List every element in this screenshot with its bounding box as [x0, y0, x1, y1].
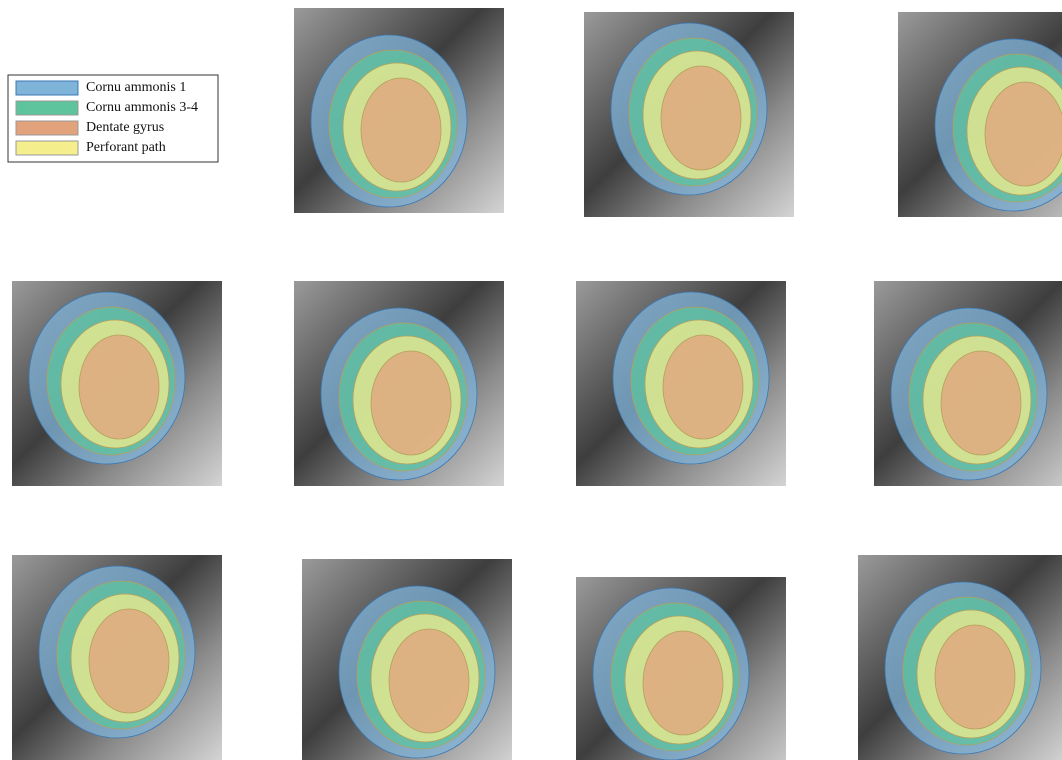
legend-label: Cornu ammonis 1 [86, 80, 186, 95]
legend-swatch [16, 121, 78, 135]
mri-panel [294, 8, 504, 213]
segmentation-region [663, 335, 743, 439]
segmentation-region [389, 629, 469, 733]
segmentation-region [643, 631, 723, 735]
legend-label: Cornu ammonis 3-4 [86, 100, 198, 115]
segmentation-region [985, 82, 1062, 186]
legend-swatch [16, 101, 78, 115]
mri-panel [858, 555, 1062, 760]
mri-panel [576, 577, 786, 760]
legend-label: Perforant path [86, 140, 166, 155]
segmentation-region [361, 78, 441, 182]
segmentation-region [371, 351, 451, 455]
mri-panel [12, 555, 222, 760]
legend-swatch [16, 141, 78, 155]
segmentation-region [935, 625, 1015, 729]
segmentation-region [661, 66, 741, 170]
mri-panel [898, 12, 1062, 217]
legend-label: Dentate gyrus [86, 120, 164, 135]
figure: Cornu ammonis 1 Cornu ammonis 3-4 Dentate … [0, 0, 1062, 760]
mri-panel [294, 281, 504, 486]
legend-swatch [16, 81, 78, 95]
segmentation-region [89, 609, 169, 713]
mri-panel [576, 281, 786, 486]
mri-panel [302, 559, 512, 760]
segmentation-region [79, 335, 159, 439]
page: Cornu ammonis 1 Cornu ammonis 3-4 Dentate … [0, 0, 1062, 760]
mri-panel [874, 281, 1062, 486]
segmentation-region [941, 351, 1021, 455]
mri-panel [12, 281, 222, 486]
mri-panel [584, 12, 794, 217]
